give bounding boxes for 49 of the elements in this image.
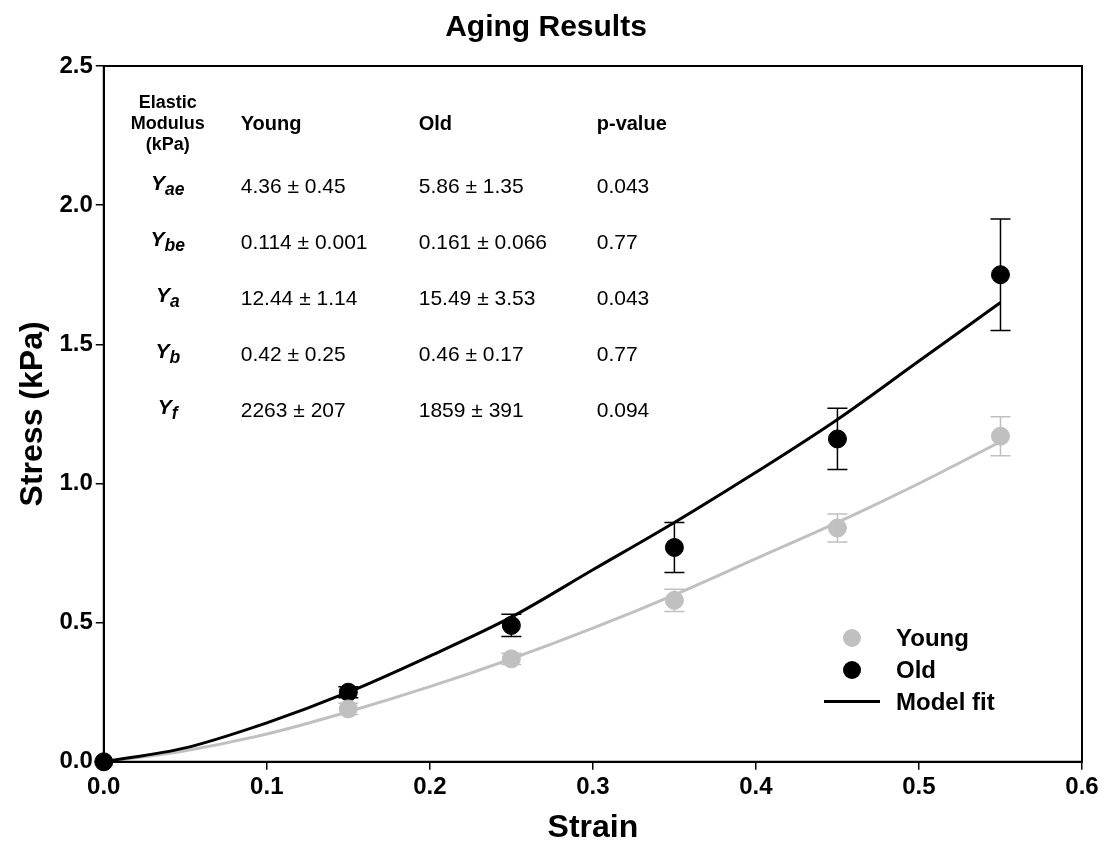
annotation: Y$_{ae}$ [150, 170, 186, 202]
annotation: 0.094 [595, 397, 651, 423]
annotation: Young [239, 110, 303, 136]
x-tick-label: 0.0 [87, 771, 121, 799]
point [827, 429, 847, 449]
annotation: 0.114 ± 0.001 [239, 229, 369, 255]
annotation: 4.36 ± 0.45 [239, 173, 347, 199]
y-tick-label: 0.0 [59, 746, 93, 774]
legend-label: Young [896, 623, 969, 652]
point [94, 752, 114, 772]
legend-label: Model fit [896, 687, 995, 716]
annotation: Y$_{a}$ [154, 282, 181, 314]
chart-title: Aging Results [445, 9, 647, 43]
annotation: Y$_{f}$ [156, 394, 180, 426]
annotation: Y$_{b}$ [154, 338, 182, 370]
point [990, 265, 1010, 285]
annotation: 1859 ± 391 [417, 397, 525, 423]
annotation: 0.043 [595, 173, 651, 199]
annotation: 0.77 [595, 341, 639, 367]
x-tick-label: 0.2 [413, 771, 447, 799]
annotation: 2263 ± 207 [239, 397, 347, 423]
legend-label: Old [896, 655, 936, 684]
y-tick-label: 1.0 [59, 468, 93, 496]
annotation: Old [417, 110, 454, 136]
annotation: 15.49 ± 3.53 [417, 285, 537, 311]
annotation: 0.46 ± 0.17 [417, 341, 525, 367]
x-tick-label: 0.4 [739, 771, 774, 799]
annotation: p-value [595, 110, 668, 136]
annotation: Y$_{be}$ [149, 226, 186, 258]
point [990, 426, 1010, 446]
annotation: 12.44 ± 1.14 [239, 285, 359, 311]
y-axis-title: Stress (kPa) [13, 321, 50, 507]
annotation: 0.42 ± 0.25 [239, 341, 347, 367]
x-tick-label: 0.1 [250, 771, 284, 799]
annotation: Elastic Modulus (kPa) [129, 90, 206, 156]
point [664, 537, 684, 557]
y-tick-label: 0.5 [59, 607, 93, 635]
point [827, 518, 847, 538]
x-tick-label: 0.3 [576, 771, 610, 799]
annotation: 0.043 [595, 285, 651, 311]
annotation: 0.77 [595, 229, 639, 255]
x-axis-title: Strain [547, 807, 639, 844]
x-tick-label: 0.6 [1065, 771, 1099, 799]
y-tick-label: 2.5 [59, 50, 93, 78]
y-tick-label: 2.0 [59, 189, 93, 217]
annotation: 0.161 ± 0.066 [417, 229, 549, 255]
annotation: 5.86 ± 1.35 [417, 173, 525, 199]
x-tick-label: 0.5 [902, 771, 936, 799]
y-tick-label: 1.5 [59, 328, 93, 356]
